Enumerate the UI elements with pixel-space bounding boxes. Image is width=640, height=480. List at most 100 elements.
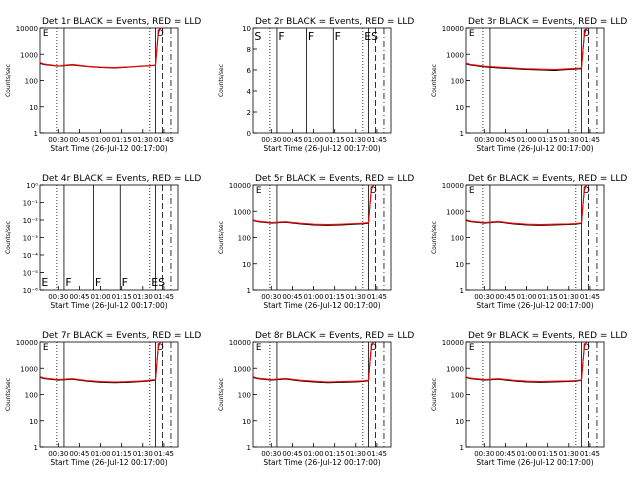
x-tick-label: 01:00 [303,293,323,301]
y-tick-label: 100 [25,78,38,86]
x-tick-label: 01:00 [303,136,323,144]
x-axis-label: Start Time (26-Jul-12 00:17:00) [263,458,380,467]
annotation-label: ES [364,30,378,43]
annotation-label: D [583,343,590,353]
series-events [39,341,162,384]
annotation-label: D [370,186,377,196]
x-tick-label: 01:00 [516,450,536,458]
x-tick-label: 01:00 [90,450,110,458]
x-tick-label: 00:45 [282,293,302,301]
series-events [465,27,588,71]
x-axis-label: Start Time (26-Jul-12 00:17:00) [476,458,593,467]
x-tick-label: 01:15 [538,136,558,144]
x-tick-label: 00:30 [261,136,281,144]
y-axis-label: Counts/sec [5,378,12,411]
x-axis-label: Start Time (26-Jul-12 00:17:00) [50,458,167,467]
y-axis-label: Counts/sec [218,64,225,97]
x-axis-label: Start Time (26-Jul-12 00:17:00) [263,301,380,310]
x-tick-label: 01:15 [538,450,558,458]
plot-title: Det 8r BLACK = Events, RED = LLD [255,331,414,341]
x-axis-label: Start Time (26-Jul-12 00:17:00) [263,144,380,153]
y-tick-label: 10⁻¹ [23,200,39,208]
x-tick-label: 01:00 [90,293,110,301]
annotation-label: F [335,30,341,43]
plot-title: Det 9r BLACK = Events, RED = LLD [468,331,627,341]
x-tick-label: 01:45 [580,450,600,458]
x-tick-label: 00:45 [495,293,515,301]
detector-plot-9: Det 9r BLACK = Events, RED = LLD 1 10 100 10… [431,331,627,467]
y-tick-label: 1 [247,287,251,295]
series-events [252,184,375,226]
y-tick-label: 10 [242,25,251,33]
x-tick-label: 00:30 [474,293,494,301]
detector-plot-1: Det 1r BLACK = Events, RED = LLD 1 10 100 10… [5,17,201,153]
y-tick-label: 8 [247,46,251,54]
plot-title: Det 1r BLACK = Events, RED = LLD [42,17,201,27]
y-tick-label: 1000 [233,208,251,216]
x-tick-label: 00:30 [261,293,281,301]
annotation-label: F [122,276,128,289]
detector-plot-4: Det 4r BLACK = Events, RED = LLD 10⁻⁶ 10⁻⁵… [5,174,201,310]
annotation-label: F [308,30,314,43]
y-tick-label: 10 [242,261,251,269]
y-axis-label: Counts/sec [5,64,12,97]
x-tick-label: 00:45 [495,450,515,458]
annotation-label: D [157,343,164,353]
annotation-label: D [583,186,590,196]
y-tick-label: 10000 [229,182,251,190]
y-tick-label: 1000 [446,365,464,373]
x-tick-label: 01:45 [580,136,600,144]
x-tick-label: 00:45 [282,136,302,144]
detector-plot-5: Det 5r BLACK = Events, RED = LLD 1 10 100 10… [218,174,414,310]
x-tick-label: 01:30 [346,293,366,301]
annotation-label: E [41,276,48,289]
y-tick-label: 100 [25,392,38,400]
y-tick-label: 1000 [446,208,464,216]
x-tick-label: 01:45 [367,293,387,301]
y-axis-label: Counts/sec [218,378,225,411]
y-axis-label: Counts/sec [431,221,438,254]
y-tick-label: 10⁻⁶ [23,287,39,295]
annotation-label: S [254,30,261,43]
x-tick-label: 01:30 [133,136,153,144]
y-tick-label: 10⁻⁴ [23,252,39,260]
x-tick-label: 01:30 [559,450,579,458]
detector-plot-3: Det 3r BLACK = Events, RED = LLD 1 10 100 10… [431,17,627,153]
series-lld [465,184,588,226]
y-tick-label: 1 [460,444,464,452]
annotation-label: E [469,186,475,196]
y-tick-label: 10000 [16,25,38,33]
y-tick-label: 100 [451,78,464,86]
y-tick-label: 10⁻³ [23,235,39,243]
series-lld [465,27,588,71]
x-tick-label: 01:00 [303,450,323,458]
annotation-label: E [43,343,49,353]
annotation-label: E [256,186,262,196]
plot-frame [39,184,179,291]
y-tick-label: 2 [247,109,251,117]
y-tick-label: 4 [247,88,252,96]
y-tick-label: 10 [242,418,251,426]
annotation-label: E [256,343,262,353]
x-tick-label: 01:15 [112,293,132,301]
plot-title: Det 6r BLACK = Events, RED = LLD [468,174,627,184]
annotation-label: F [65,276,71,289]
y-tick-label: 10 [29,104,38,112]
x-tick-label: 00:45 [495,136,515,144]
annotation-label: F [278,30,284,43]
x-tick-label: 00:30 [474,136,494,144]
plot-frame [252,27,392,134]
detector-plot-6: Det 6r BLACK = Events, RED = LLD 1 10 100 10… [431,174,627,310]
y-tick-label: 1 [460,130,464,138]
series-lld [465,341,588,383]
annotation-label: E [43,29,49,39]
x-axis-label: Start Time (26-Jul-12 00:17:00) [50,144,167,153]
x-tick-label: 01:45 [154,293,174,301]
y-tick-label: 10000 [16,339,38,347]
plot-title: Det 7r BLACK = Events, RED = LLD [42,331,201,341]
x-tick-label: 01:15 [112,136,132,144]
annotation-label: D [583,29,590,39]
plot-title: Det 5r BLACK = Events, RED = LLD [255,174,414,184]
x-tick-label: 00:30 [261,450,281,458]
